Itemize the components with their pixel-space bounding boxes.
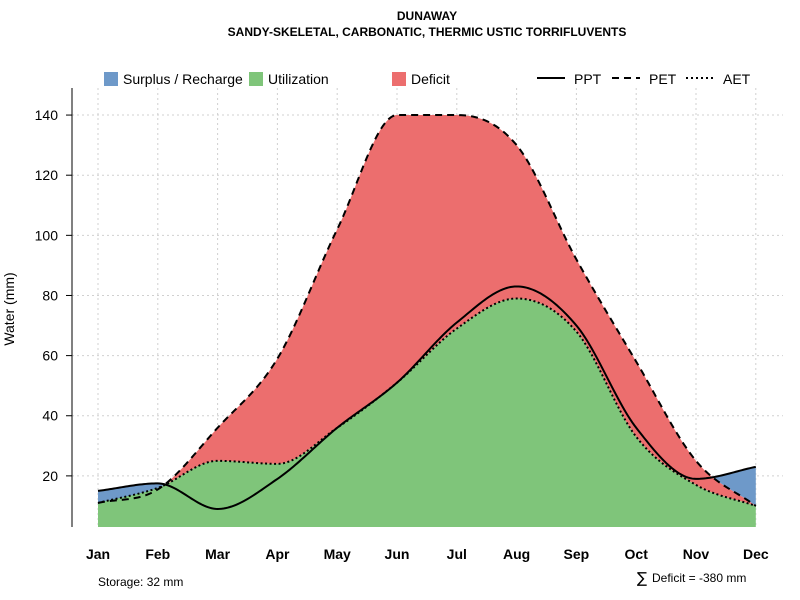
x-tick-label-mar: Mar [205, 546, 230, 562]
series-line-aet [97, 297, 757, 507]
legend-label-pet: PET [649, 71, 677, 87]
storage-note: Storage: 32 mm [98, 575, 183, 589]
y-tick-label: 20 [42, 468, 58, 484]
legend-swatch-utilization [249, 72, 263, 86]
x-tick-label-may: May [324, 546, 351, 562]
x-tick-label-oct: Oct [625, 546, 649, 562]
legend-swatch-deficit [392, 72, 406, 86]
deficit-note: Deficit = -380 mm [652, 571, 746, 585]
areas [98, 115, 756, 527]
y-tick-label: 140 [35, 107, 59, 123]
x-tick-label-jul: Jul [447, 546, 467, 562]
series-lines [97, 114, 757, 510]
legend-label-aet: AET [723, 71, 751, 87]
y-axis-label: Water (mm) [1, 272, 17, 345]
x-tick-label-apr: Apr [265, 546, 290, 562]
x-tick-label-nov: Nov [683, 546, 710, 562]
chart-subtitle: SANDY-SKELETAL, CARBONATIC, THERMIC USTI… [228, 25, 627, 39]
x-tick-label-dec: Dec [743, 546, 769, 562]
y-tick-label: 80 [42, 287, 58, 303]
series-line-ppt [97, 285, 757, 510]
chart-title: DUNAWAY [397, 9, 457, 23]
axes: 20 40 60 80 100 120 140 Jan Feb Mar Apr May Jun Jul Au… [35, 88, 769, 562]
x-tick-label-jan: Jan [86, 546, 110, 562]
legend-label-ppt: PPT [574, 71, 602, 87]
legend-label-utilization: Utilization [268, 71, 329, 87]
x-tick-label-aug: Aug [503, 546, 530, 562]
legend: Surplus / Recharge Utilization Deficit P… [104, 71, 751, 87]
y-tick-label: 120 [35, 167, 59, 183]
sum-symbol: ∑ [637, 569, 647, 587]
legend-label-deficit: Deficit [411, 71, 450, 87]
legend-swatch-surplus [104, 72, 118, 86]
series-line-pet [97, 114, 757, 507]
y-tick-label: 100 [35, 227, 59, 243]
x-tick-label-sep: Sep [564, 546, 590, 562]
area-deficit [98, 115, 756, 506]
y-tick-label: 60 [42, 348, 58, 364]
legend-label-surplus: Surplus / Recharge [123, 71, 243, 87]
x-tick-label-feb: Feb [145, 546, 170, 562]
y-tick-label: 40 [42, 408, 58, 424]
x-tick-label-jun: Jun [385, 546, 410, 562]
